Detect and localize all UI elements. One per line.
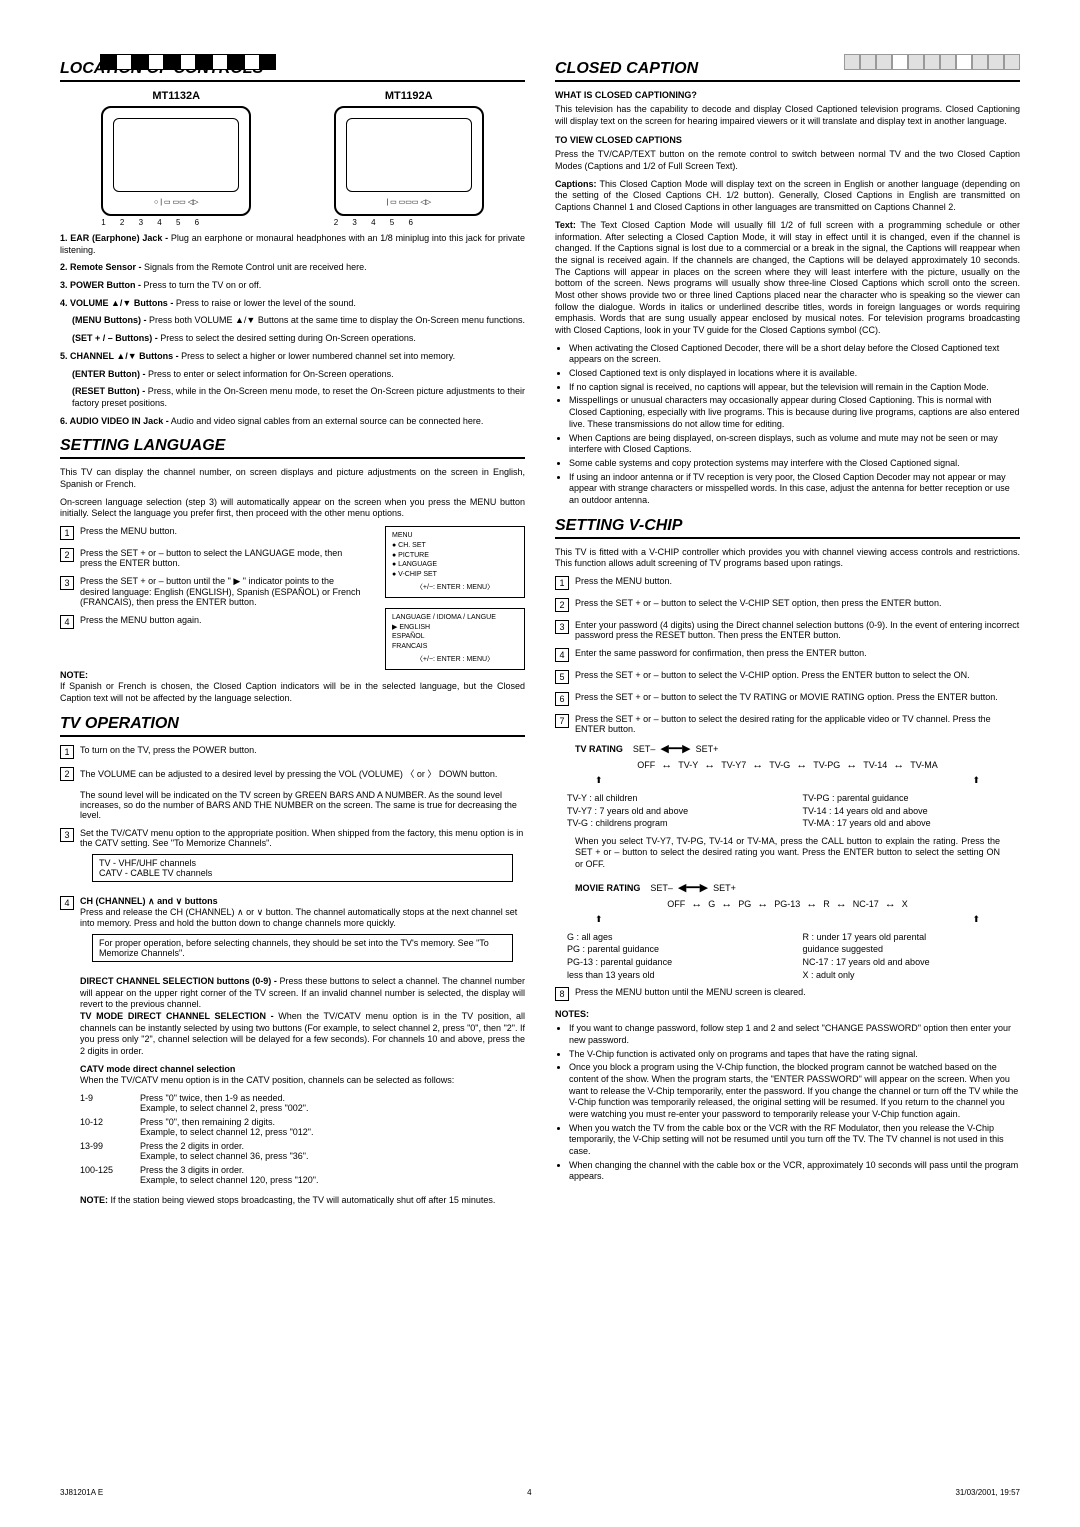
tv1-nums: 1 2 3 4 5 6 <box>101 218 251 227</box>
lang-intro1: This TV can display the channel number, … <box>60 467 525 490</box>
lang-intro2: On-screen language selection (step 3) wi… <box>60 497 525 520</box>
tv-rating-legend: TV-Y : all childrenTV-Y7 : 7 years old a… <box>567 792 1008 830</box>
vchip-heading: SETTING V-CHIP <box>555 517 1020 539</box>
ctrl-4m: (MENU Buttons) - Press both VOLUME ▲/▼ B… <box>72 315 525 327</box>
vc-6: Press the SET + or – button to select th… <box>575 692 1020 706</box>
ctrl-5e: (ENTER Button) - Press to enter or selec… <box>72 369 525 381</box>
tvr-note: When you select TV-Y7, TV-PG, TV-14 or T… <box>575 836 1000 871</box>
cc-captions: Captions: This Closed Caption Mode will … <box>555 179 1020 214</box>
tvop-4: CH (CHANNEL) ∧ and ∨ buttonsPress and re… <box>80 896 525 968</box>
footer-center: 4 <box>527 1488 531 1497</box>
lang-step2: Press the SET + or – button to select th… <box>80 548 365 568</box>
final-note: NOTE: If the station being viewed stops … <box>80 1195 525 1207</box>
catv-rows: 1-9Press "0" twice, then 1-9 as needed.E… <box>80 1093 525 1185</box>
movie-rating-values: OFF↔G↔PG↔PG-13↔R↔NC-17↔X <box>555 898 1020 910</box>
cc-a: This television has the capability to de… <box>555 104 1020 127</box>
model2-label: MT1192A <box>334 90 484 102</box>
cc-q: WHAT IS CLOSED CAPTIONING? <box>555 90 1020 100</box>
vc-7: Press the SET + or – button to select th… <box>575 714 1020 734</box>
ctrl-4s: (SET + / – Buttons) - Press to select th… <box>72 333 525 345</box>
ctrl-4: 4. VOLUME ▲/▼ Buttons - Press to raise o… <box>60 298 525 310</box>
lang-step4: Press the MENU button again. <box>80 615 365 629</box>
setting-language-heading: SETTING LANGUAGE <box>60 437 525 459</box>
dcs: DIRECT CHANNEL SELECTION buttons (0-9) -… <box>80 976 525 1058</box>
footer-right: 31/03/2001, 19:57 <box>955 1488 1020 1497</box>
ctrl-5: 5. CHANNEL ▲/▼ Buttons - Press to select… <box>60 351 525 363</box>
vc-intro: This TV is fitted with a V-CHIP controll… <box>555 547 1020 570</box>
vc-4: Enter the same password for confirmation… <box>575 648 1020 662</box>
ctrl-3: 3. POWER Button - Press to turn the TV o… <box>60 280 525 292</box>
lang-step3: Press the SET + or – button until the " … <box>80 576 365 607</box>
cc-text: Text: The Text Closed Caption Mode will … <box>555 220 1020 337</box>
osd-menu: MENU● CH. SET● PICTURE● LANGUAGE● V-CHIP… <box>385 526 525 598</box>
vc-3: Enter your password (4 digits) using the… <box>575 620 1020 640</box>
ctrl-5r: (RESET Button) - Press, while in the On-… <box>72 386 525 409</box>
osd-language: LANGUAGE / IDIOMA / LANGUE▶ ENGLISH ESPA… <box>385 608 525 670</box>
ctrl-6: 6. AUDIO VIDEO IN Jack - Audio and video… <box>60 416 525 428</box>
tv-models: MT1132A ○ | ▭ ▭▭ ◁▷ 1 2 3 4 5 6 MT1192A … <box>60 90 525 227</box>
vc-notes-h: NOTES: <box>555 1009 1020 1019</box>
tvop-3: Set the TV/CATV menu option to the appro… <box>80 828 525 888</box>
tv-rating-values: OFF↔TV-Y↔TV-Y7↔TV-G↔TV-PG↔TV-14↔TV-MA <box>555 759 1020 771</box>
left-column: LOCATION OF CONTROLS MT1132A ○ | ▭ ▭▭ ◁▷… <box>60 50 525 1213</box>
footer-left: 3J81201A E <box>60 1488 103 1497</box>
ctrl-1: 1. EAR (Earphone) Jack - Plug an earphon… <box>60 233 525 256</box>
tv-operation-heading: TV OPERATION <box>60 715 525 737</box>
cc-bullets: When activating the Closed Captioned Dec… <box>569 343 1020 507</box>
cc-view-h: TO VIEW CLOSED CAPTIONS <box>555 135 1020 145</box>
catv-heading: CATV mode direct channel selectionWhen t… <box>80 1064 525 1087</box>
page-footer: 3J81201A E 4 31/03/2001, 19:57 <box>60 1488 1020 1497</box>
tv2-illustration: | ▭ ▭▭▭ ◁▷ <box>334 106 484 216</box>
lang-note: NOTE:If Spanish or French is chosen, the… <box>60 670 525 705</box>
vc-1: Press the MENU button. <box>575 576 1020 590</box>
model1-label: MT1132A <box>101 90 251 102</box>
tv2-nums: 2 3 4 5 6 <box>334 218 484 227</box>
vc-8: Press the MENU button until the MENU scr… <box>575 987 1020 1001</box>
lang-step1: Press the MENU button. <box>80 526 365 540</box>
movie-rating-legend: G : all agesPG : parental guidancePG-13 … <box>567 931 1008 981</box>
right-column: CLOSED CAPTION WHAT IS CLOSED CAPTIONING… <box>555 50 1020 1213</box>
tvop-2: The VOLUME can be adjusted to a desired … <box>80 767 525 820</box>
ctrl-2: 2. Remote Sensor - Signals from the Remo… <box>60 262 525 274</box>
vc-2: Press the SET + or – button to select th… <box>575 598 1020 612</box>
tv-rating-row: TV RATING SET– ◀━━▶ SET+ <box>575 742 1020 755</box>
tv1-illustration: ○ | ▭ ▭▭ ◁▷ <box>101 106 251 216</box>
tvop-1: To turn on the TV, press the POWER butto… <box>80 745 525 759</box>
cc-view: Press the TV/CAP/TEXT button on the remo… <box>555 149 1020 172</box>
vc-notes: If you want to change password, follow s… <box>569 1023 1020 1183</box>
vc-5: Press the SET + or – button to select th… <box>575 670 1020 684</box>
movie-rating-row: MOVIE RATING SET– ◀━━▶ SET+ <box>575 881 1020 894</box>
